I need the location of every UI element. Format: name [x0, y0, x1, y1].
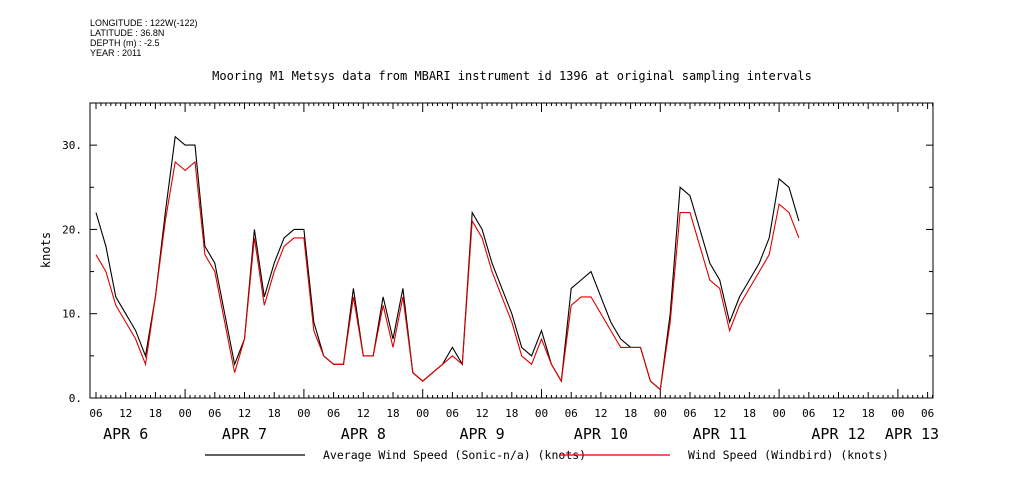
x-hour-tick-label: 00: [654, 407, 667, 420]
x-day-label: APR 6: [103, 425, 148, 443]
x-day-label: APR 8: [341, 425, 386, 443]
legend-label-2: Wind Speed (Windbird) (knots): [688, 448, 889, 462]
series-line-1: [95, 135, 800, 391]
y-tick-label: 20.: [62, 223, 82, 236]
mooring-metadata: LONGITUDE : 122W(-122) LATITUDE : 36.8N …: [90, 18, 198, 58]
x-hour-tick-label: 18: [624, 407, 637, 420]
x-hour-tick-label: 06: [565, 407, 578, 420]
y-axis-label: knots: [39, 232, 53, 268]
x-hour-tick-label: 06: [327, 407, 340, 420]
x-hour-tick-label: 00: [416, 407, 429, 420]
series-line-2: [95, 160, 800, 391]
latitude-label: LATITUDE : 36.8N: [90, 28, 165, 38]
x-hour-tick-label: 06: [208, 407, 221, 420]
x-hour-tick-label: 06: [89, 407, 102, 420]
axis-labels: 0. 10. 20. 30. 06 12 18 00 06 12 18 00 06 12 18 00 06 12 1…: [62, 139, 939, 443]
x-day-label: APR 11: [693, 425, 747, 443]
x-hour-tick-label: 12: [713, 407, 726, 420]
x-hour-tick-label: 18: [149, 407, 162, 420]
x-hour-tick-label: 06: [802, 407, 815, 420]
x-hour-tick-label: 18: [743, 407, 756, 420]
series-layer: [95, 135, 800, 391]
x-day-label: APR 7: [222, 425, 267, 443]
x-hour-tick-label: 12: [832, 407, 845, 420]
x-day-label: APR 10: [574, 425, 628, 443]
x-hour-tick-label: 06: [446, 407, 459, 420]
legend-label-1: Average Wind Speed (Sonic-n/a) (knots): [323, 448, 586, 462]
plot-frame: [89, 102, 934, 399]
x-hour-tick-label: 00: [891, 407, 904, 420]
x-hour-tick-label: 12: [119, 407, 132, 420]
x-hour-tick-label: 00: [772, 407, 785, 420]
x-hour-tick-label: 12: [594, 407, 607, 420]
x-hour-tick-label: 06: [683, 407, 696, 420]
x-hour-tick-label: 00: [178, 407, 191, 420]
x-hour-tick-label: 06: [921, 407, 934, 420]
x-hour-tick-label: 18: [505, 407, 518, 420]
chart-title: Mooring M1 Metsys data from MBARI instru…: [212, 69, 812, 83]
y-tick-label: 30.: [62, 139, 82, 152]
x-hour-tick-label: 12: [238, 407, 251, 420]
x-hour-tick-label: 18: [386, 407, 399, 420]
x-hour-tick-label: 12: [475, 407, 488, 420]
x-day-label: APR 9: [460, 425, 505, 443]
x-day-label: APR 12: [811, 425, 865, 443]
x-hour-tick-label: 12: [357, 407, 370, 420]
x-hour-tick-label: 18: [862, 407, 875, 420]
x-hour-tick-label: 00: [535, 407, 548, 420]
y-tick-label: 10.: [62, 308, 82, 321]
x-hour-tick-label: 00: [297, 407, 310, 420]
depth-label: DEPTH (m) : -2.5: [90, 38, 160, 48]
axis-ticks: [90, 102, 934, 399]
legend: Average Wind Speed (Sonic-n/a) (knots) Wi…: [205, 448, 889, 462]
y-tick-label: 0.: [69, 392, 82, 405]
x-hour-tick-label: 18: [268, 407, 281, 420]
longitude-label: LONGITUDE : 122W(-122): [90, 18, 198, 28]
year-label: YEAR : 2011: [90, 48, 142, 58]
x-day-label: APR 13: [885, 425, 939, 443]
